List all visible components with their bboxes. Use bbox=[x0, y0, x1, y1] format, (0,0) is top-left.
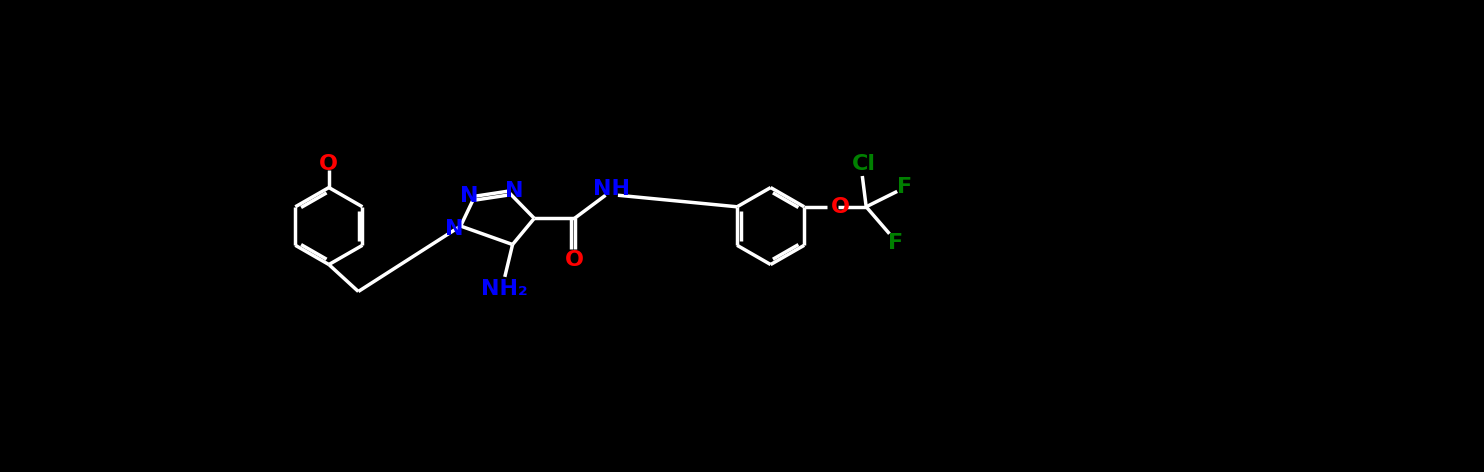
Text: N: N bbox=[460, 186, 478, 206]
Text: O: O bbox=[565, 250, 585, 270]
Text: F: F bbox=[898, 177, 913, 197]
Text: O: O bbox=[831, 197, 849, 217]
Text: NH: NH bbox=[594, 179, 631, 199]
Text: NH₂: NH₂ bbox=[481, 279, 528, 299]
Text: F: F bbox=[887, 233, 904, 253]
Text: N: N bbox=[505, 181, 524, 201]
Text: N: N bbox=[445, 219, 463, 239]
Text: Cl: Cl bbox=[852, 154, 876, 175]
Text: O: O bbox=[319, 154, 338, 174]
